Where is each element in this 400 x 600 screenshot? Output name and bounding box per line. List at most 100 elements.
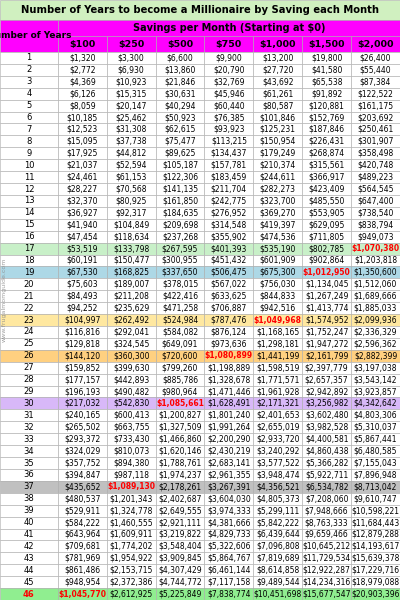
Text: $20,903,396: $20,903,396 bbox=[351, 590, 400, 599]
Bar bbox=[253, 362, 302, 374]
Text: $2,596,362: $2,596,362 bbox=[354, 340, 397, 349]
Bar bbox=[58, 338, 107, 350]
Text: $8,763,333: $8,763,333 bbox=[305, 518, 348, 527]
Bar bbox=[302, 541, 351, 553]
Text: $27,720: $27,720 bbox=[262, 65, 294, 74]
Bar bbox=[204, 219, 253, 230]
Bar bbox=[58, 195, 107, 207]
Bar bbox=[253, 553, 302, 564]
Bar bbox=[0, 553, 58, 564]
Bar bbox=[107, 564, 156, 576]
Text: $2,772: $2,772 bbox=[69, 65, 96, 74]
Text: 19: 19 bbox=[24, 268, 34, 277]
Text: $161,175: $161,175 bbox=[358, 101, 394, 110]
Bar bbox=[156, 576, 204, 588]
Bar bbox=[58, 350, 107, 362]
Text: $94,252: $94,252 bbox=[67, 304, 98, 313]
Text: $3,948,474: $3,948,474 bbox=[256, 470, 300, 479]
Bar bbox=[156, 171, 204, 183]
Bar bbox=[351, 266, 400, 278]
Text: $633,625: $633,625 bbox=[211, 292, 247, 301]
Bar bbox=[107, 445, 156, 457]
Bar bbox=[156, 195, 204, 207]
Bar bbox=[351, 481, 400, 493]
Bar bbox=[204, 564, 253, 576]
Text: $324,029: $324,029 bbox=[64, 446, 100, 455]
Text: $2,683,141: $2,683,141 bbox=[207, 458, 250, 467]
Text: $75,603: $75,603 bbox=[66, 280, 98, 289]
Text: $120,881: $120,881 bbox=[309, 101, 345, 110]
Text: 2: 2 bbox=[26, 65, 32, 74]
Bar bbox=[351, 409, 400, 421]
Bar bbox=[204, 529, 253, 541]
Text: $13,860: $13,860 bbox=[164, 65, 196, 74]
Bar bbox=[0, 481, 58, 493]
Text: $1,598,519: $1,598,519 bbox=[256, 363, 300, 372]
Bar bbox=[58, 469, 107, 481]
Bar bbox=[253, 290, 302, 302]
Text: $894,380: $894,380 bbox=[113, 458, 149, 467]
Bar bbox=[156, 100, 204, 112]
Text: $369,270: $369,270 bbox=[260, 208, 296, 217]
Text: $1,774,202: $1,774,202 bbox=[110, 542, 153, 551]
Bar bbox=[156, 445, 204, 457]
Text: 29: 29 bbox=[24, 387, 34, 396]
Bar bbox=[253, 529, 302, 541]
Bar bbox=[253, 76, 302, 88]
Bar bbox=[351, 529, 400, 541]
Bar bbox=[156, 242, 204, 254]
Bar bbox=[302, 445, 351, 457]
Text: $104,849: $104,849 bbox=[113, 220, 149, 229]
Text: 16: 16 bbox=[24, 232, 34, 241]
Text: $358,498: $358,498 bbox=[358, 149, 394, 158]
Bar bbox=[351, 493, 400, 505]
Text: $7,096,808: $7,096,808 bbox=[256, 542, 300, 551]
Bar bbox=[0, 290, 58, 302]
Text: $567,022: $567,022 bbox=[211, 280, 247, 289]
Bar bbox=[351, 469, 400, 481]
Bar bbox=[0, 254, 58, 266]
Text: $420,748: $420,748 bbox=[358, 161, 394, 170]
Bar bbox=[253, 576, 302, 588]
Bar bbox=[351, 386, 400, 397]
Bar bbox=[302, 230, 351, 242]
Bar bbox=[58, 481, 107, 493]
Bar bbox=[107, 541, 156, 553]
Bar bbox=[0, 338, 58, 350]
Text: $150,477: $150,477 bbox=[113, 256, 149, 265]
Text: $2,649,555: $2,649,555 bbox=[158, 506, 202, 515]
Bar bbox=[0, 278, 58, 290]
Bar bbox=[253, 505, 302, 517]
Bar bbox=[351, 171, 400, 183]
Bar bbox=[0, 445, 58, 457]
Text: $4,829,733: $4,829,733 bbox=[207, 530, 251, 539]
Text: $987,118: $987,118 bbox=[113, 470, 149, 479]
Text: 5: 5 bbox=[26, 101, 32, 110]
Bar bbox=[351, 397, 400, 409]
Bar bbox=[204, 338, 253, 350]
Text: $1,320: $1,320 bbox=[69, 53, 96, 62]
Bar bbox=[107, 171, 156, 183]
Text: $5,310,037: $5,310,037 bbox=[354, 423, 397, 432]
Bar bbox=[0, 230, 58, 242]
Bar bbox=[302, 457, 351, 469]
Text: 40: 40 bbox=[24, 518, 34, 527]
Bar bbox=[204, 254, 253, 266]
Bar bbox=[58, 576, 107, 588]
Bar bbox=[204, 493, 253, 505]
Bar bbox=[0, 314, 58, 326]
Text: $30,631: $30,631 bbox=[164, 89, 196, 98]
Text: $5,299,111: $5,299,111 bbox=[256, 506, 300, 515]
Bar bbox=[351, 254, 400, 266]
Bar bbox=[156, 112, 204, 124]
Text: $2,657,357: $2,657,357 bbox=[305, 375, 348, 384]
Text: $61,261: $61,261 bbox=[262, 89, 294, 98]
Text: $300,955: $300,955 bbox=[162, 256, 198, 265]
Bar bbox=[351, 88, 400, 100]
Text: $489,223: $489,223 bbox=[358, 173, 394, 182]
Bar bbox=[156, 230, 204, 242]
Bar bbox=[204, 183, 253, 195]
Bar bbox=[351, 445, 400, 457]
Bar bbox=[253, 314, 302, 326]
Bar bbox=[302, 302, 351, 314]
